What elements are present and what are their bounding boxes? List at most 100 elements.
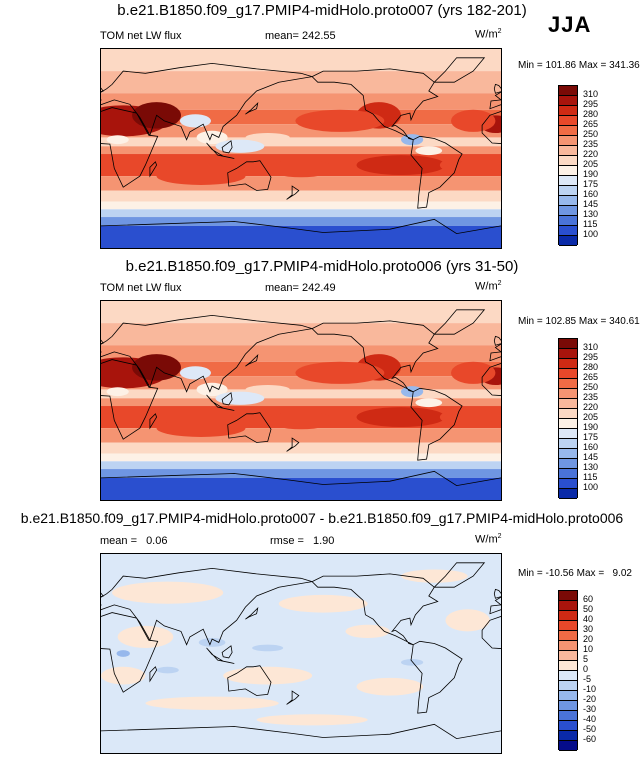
panel-3-colorbar-tick-label: -40 [583,714,597,724]
coastline-eurasia [101,314,313,393]
panel-2-colorbar-segment [559,409,577,419]
panel-3-colorbar-tick-label: 30 [583,624,594,634]
diff-positive-patch [278,594,368,613]
coastline-africa-wrap [481,616,501,649]
diff-positive-patch [445,609,490,632]
panel-2-colorbar-tick-label: 280 [583,362,599,372]
panel-1-colorbar-tick-label: 220 [583,149,599,159]
coastline-australia [227,160,272,191]
coastline-samerica [410,640,463,714]
coastline-uk-wrap [493,588,501,599]
flux-latitude-band [101,225,501,248]
diff-negative-patch [156,666,179,674]
panel-2-colorbar-tick-label: 145 [583,452,599,462]
panel-1-colorbar-segment [559,106,577,116]
flux-latitude-band [101,389,501,399]
panel-1-colorbar-segment [559,196,577,206]
panel-2-units-exp: 2 [497,280,502,287]
panel-2-colorbar-segment [559,449,577,459]
panel-3-title: b.e21.B1850.f09_g17.PMIP4-midHolo.proto0… [20,510,624,526]
panel-1-colorbar-tick-label: 205 [583,159,599,169]
panel-1-title: b.e21.B1850.f09_g17.PMIP4-midHolo.proto0… [117,2,527,19]
coastline-madagascar [149,161,158,178]
panel-1-colorbar-tick-label: 310 [583,89,599,99]
panel-3-colorbar-segment [559,621,577,631]
panel-1-colorbar [558,85,578,246]
diff-positive-patch [145,696,279,710]
diff-positive-patch [101,666,146,685]
panel-2-colorbar-segment [559,369,577,379]
flux-latitude-band [101,49,501,72]
flux-hotspot [156,167,246,185]
panel-3-colorbar-segment [559,721,577,731]
map-field [101,554,501,753]
flux-latitude-band [101,93,501,110]
flux-convective-region [415,398,443,408]
panel-1-minmax: Min = 101.86 Max = 341.36 [518,60,640,71]
coastline-newzealand [286,437,300,452]
panel-1-colorbar-segment [559,116,577,126]
panel-2-colorbar-tick-label: 205 [583,412,599,422]
coastline-africa [101,107,159,188]
flux-hotspot [295,109,385,132]
diff-positive-patch [256,714,368,726]
panel-2-colorbar-tick-label: 295 [583,352,599,362]
panel-1-colorbar-segment [559,236,577,246]
panel-1-colorbar-segment [559,146,577,156]
flux-latitude-band [101,345,501,362]
panel-1-units: W/m2 [475,28,502,41]
panel-3-colorbar-segment [559,631,577,641]
panel-3-minmax: Min = -10.56 Max = 9.02 [518,568,632,579]
coastline-eurasia [101,62,313,141]
panel-3-rmse-label: rmse = [270,535,304,547]
panel-1-mean: mean= 242.55 [265,30,336,42]
coastline-africa [101,612,159,693]
season-label: JJA [548,12,592,37]
coastline-newzealand [286,185,300,200]
panel-2-colorbar [558,338,578,499]
panel-2-colorbar-tick-label: 130 [583,462,599,472]
flux-hotspot [156,419,246,437]
panel-3-colorbar-segment [559,741,577,751]
panel-3-mean-label: mean = [100,535,137,547]
panel-1-colorbar-tick-label: 145 [583,199,599,209]
panel-3-map [100,553,502,754]
panel-2-colorbar-segment [559,339,577,349]
diff-negative-patch [401,659,424,666]
panel-1-units-base: W/m [475,28,498,41]
panel-1-colorbar-tick-label: 190 [583,169,599,179]
diff-negative-patch [116,650,130,657]
panel-1-colorbar-segment [559,186,577,196]
panel-2-colorbar-tick-label: 115 [583,472,598,482]
flux-hotspot [439,156,496,174]
panel-2-colorbar-segment [559,389,577,399]
diff-positive-patch [223,666,313,685]
coastline-samerica [410,387,463,461]
coastline-samerica [410,135,463,209]
panel-2-mean: mean= 242.49 [265,282,336,294]
flux-convective-region [106,135,129,145]
coastline-japan [245,354,259,367]
panel-1-colorbar-tick-label: 265 [583,119,599,129]
panel-3-colorbar-tick-label: -10 [583,684,597,694]
panel-3-colorbar-tick-label: -30 [583,704,597,714]
flux-hotspot [356,407,446,428]
flux-latitude-band [101,461,501,470]
panel-2-colorbar-tick-label: 190 [583,422,599,432]
panel-3-colorbar-tick-label: 50 [583,604,594,614]
panel-3-colorbar-tick-label: 40 [583,614,594,624]
panel-1-colorbar-segment [559,206,577,216]
flux-convective-region [106,387,129,397]
flux-latitude-band [101,190,501,202]
panel-2-colorbar-tick-label: 220 [583,402,599,412]
coastline-antarctica [101,218,501,235]
panel-1-colorbar-segment [559,96,577,106]
diff-positive-patch [356,677,424,696]
panel-3-colorbar-segment [559,731,577,741]
flux-convective-region [179,366,211,380]
flux-hotspot [295,361,385,384]
panel-1-colorbar-segment [559,156,577,166]
panel-2-colorbar-segment [559,399,577,409]
panel-1-colorbar-segment [559,226,577,236]
panel-2-colorbar-tick-label: 160 [583,442,599,452]
